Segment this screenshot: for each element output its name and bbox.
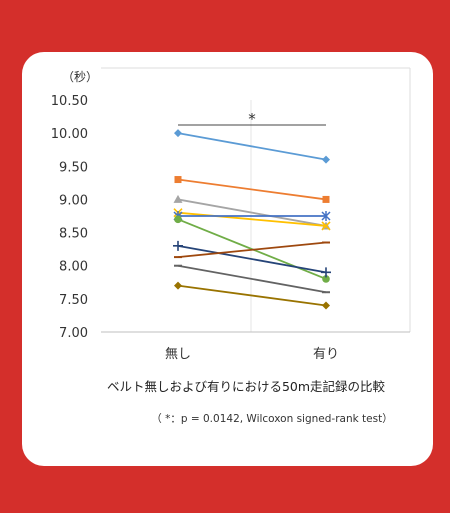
series-line [177, 244, 327, 274]
series-7 [173, 240, 331, 278]
x-axis-title: ベルト無しおよび有りにおける50m走記録の比較 [107, 379, 386, 394]
data-point-marker [173, 240, 183, 251]
y-axis-ticks: 7.00 7.50 8.00 8.50 9.00 9.50 10.00 10.50 [51, 94, 88, 341]
series-line [177, 132, 327, 161]
x-axis-categories: 無し 有り [165, 347, 339, 362]
x-category-label: 無し [165, 347, 191, 362]
chart-card [22, 52, 433, 466]
data-point-marker [174, 281, 182, 290]
y-tick-label: 9.50 [59, 160, 88, 175]
series-line [177, 284, 327, 307]
significance-mark: * [248, 110, 256, 128]
statistics-note: （ *：p = 0.0142, Wilcoxon signed-rank tes… [151, 413, 392, 425]
x-category-label: 有り [313, 347, 339, 362]
data-point-marker [322, 195, 330, 203]
series-line [177, 264, 327, 294]
series-line [177, 198, 327, 227]
series-9 [174, 264, 330, 294]
y-tick-label: 7.50 [59, 293, 88, 308]
data-point-marker [321, 211, 331, 221]
y-tick-label: 8.50 [59, 227, 88, 242]
y-tick-label: 7.00 [59, 326, 88, 341]
y-tick-label: 9.00 [59, 193, 88, 208]
y-tick-label: 8.00 [59, 260, 88, 275]
series-line [177, 178, 327, 201]
data-point-marker [322, 301, 330, 310]
series-8 [174, 241, 330, 259]
data-point-marker [321, 267, 331, 278]
series-10 [174, 281, 330, 310]
y-tick-label: 10.50 [51, 94, 88, 109]
data-point-marker [321, 221, 331, 231]
data-point-marker [174, 215, 182, 224]
data-point-marker [174, 176, 182, 184]
data-point-marker [322, 155, 330, 164]
series-line [177, 211, 327, 227]
series-2 [174, 176, 330, 203]
data-point-marker [174, 129, 182, 138]
y-tick-label: 10.00 [51, 127, 88, 142]
data-point-marker [322, 275, 330, 283]
y-axis-unit-label: （秒） [62, 70, 98, 84]
background-frame [22, 0, 433, 52]
series-1 [174, 129, 330, 164]
series-lines [173, 129, 331, 310]
series-line [177, 241, 327, 258]
data-point-marker [173, 194, 183, 203]
